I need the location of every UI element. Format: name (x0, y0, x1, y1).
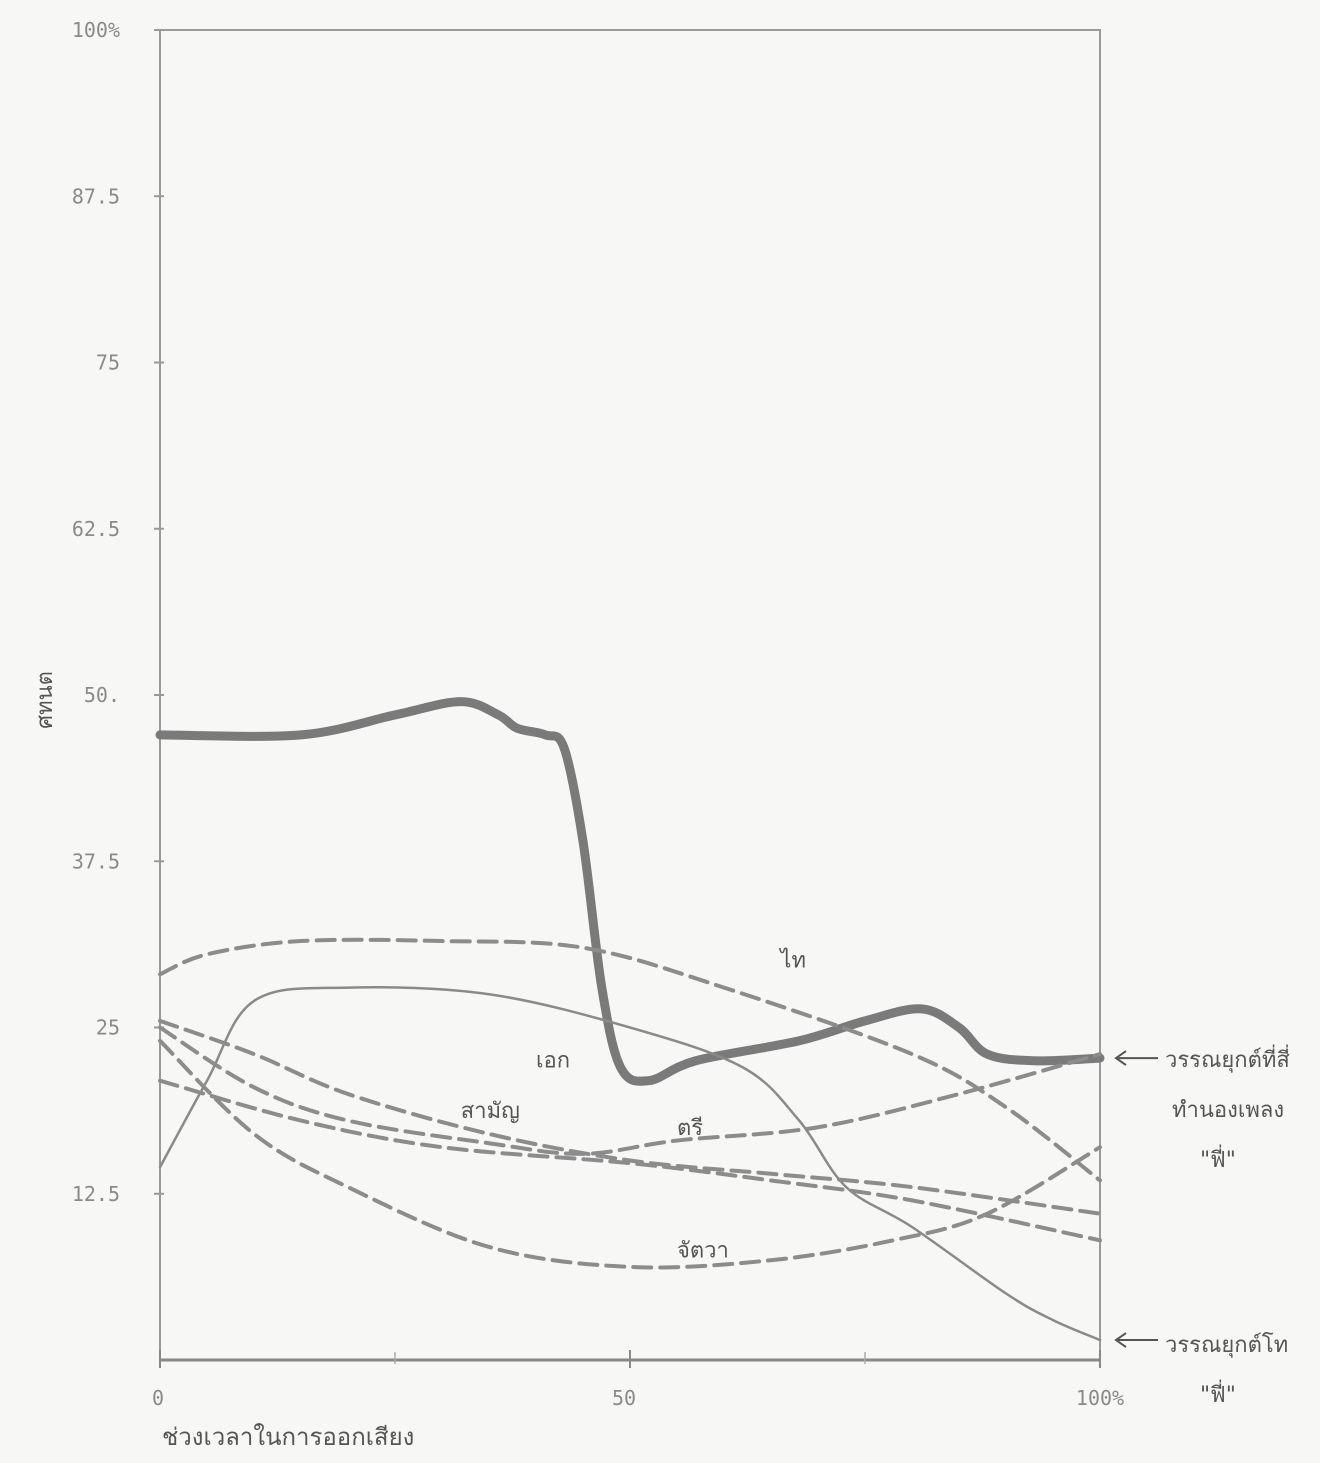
annotation-text: "ฟี่" (1200, 1379, 1236, 1408)
annotation-arrowhead (1114, 1050, 1127, 1066)
y-tick-label: 37.5 (72, 849, 120, 873)
x-axis-label: ช่วงเวลาในการออกเสียง (162, 1423, 414, 1451)
y-tick-label: 87.5 (72, 184, 120, 208)
series-line (158, 1025, 1102, 1156)
series-label: เอก (536, 1048, 570, 1073)
x-tick-label: 50 (612, 1386, 636, 1410)
x-tick-label: 0 (152, 1386, 164, 1410)
series-3: เอก (158, 1018, 1102, 1216)
x-axis-ticks: 0 50 100% (152, 1350, 1124, 1410)
series-line (158, 937, 1102, 1183)
y-tick-label: 25 (96, 1016, 120, 1040)
series-4: ตรี (158, 1025, 1102, 1156)
y-tick-label: 100% (72, 18, 120, 42)
series-line (158, 985, 1102, 1342)
series-label: สามัญ (461, 1099, 520, 1124)
series-label: จัตวา (677, 1239, 729, 1264)
annotation-text: วรรณยุกต์ที่สี่ (1165, 1044, 1290, 1073)
series-1 (158, 985, 1102, 1342)
series-label: ตรี (677, 1116, 703, 1141)
series-label: ไท (778, 948, 806, 974)
series-line (158, 1018, 1102, 1216)
series-line (155, 697, 1105, 1086)
y-axis-ticks: 100% 87.5 75 62.5 50. 37.5 25 12.5 (72, 18, 164, 1206)
series-6: จัตวา (158, 1038, 1102, 1270)
series-2: ไท (158, 937, 1102, 1183)
annotation-text: วรรณยุกต์โท (1165, 1332, 1288, 1358)
y-axis-label: ศทนต (33, 671, 58, 729)
y-tick-label: 62.5 (72, 517, 120, 541)
series-5: สามัญ (158, 1078, 1102, 1243)
y-tick-label: 75 (96, 351, 120, 375)
y-tick-label: 50. (84, 683, 120, 707)
annotation-arrowhead (1114, 1332, 1127, 1348)
series-0 (155, 697, 1105, 1086)
annotation-text: ทำนองเพลง (1172, 1098, 1284, 1123)
x-tick-label: 100% (1076, 1386, 1124, 1410)
series-line (158, 1078, 1102, 1243)
annotation-text: "ฟี่" (1200, 1144, 1236, 1173)
y-tick-label: 12.5 (72, 1182, 120, 1206)
annotations-group: วรรณยุกต์ที่สี่ทำนองเพลง "ฟี่" วรรณยุกต์โท… (1114, 1044, 1290, 1408)
series-line (158, 1038, 1102, 1270)
